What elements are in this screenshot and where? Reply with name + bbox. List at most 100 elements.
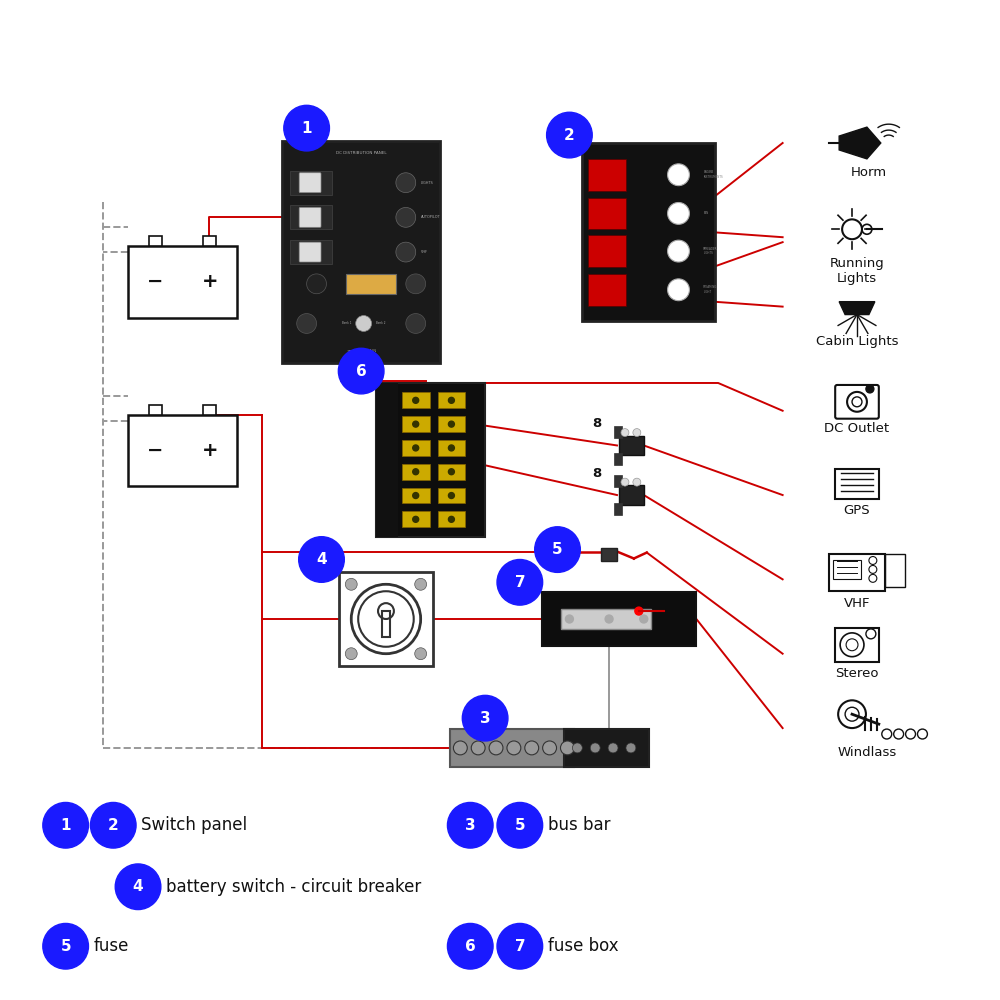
FancyBboxPatch shape [128, 415, 237, 486]
Circle shape [497, 802, 543, 848]
FancyBboxPatch shape [376, 383, 398, 537]
FancyBboxPatch shape [402, 511, 430, 527]
Text: GPS: GPS [844, 504, 870, 517]
Text: 5: 5 [515, 818, 525, 833]
Circle shape [447, 802, 493, 848]
Circle shape [633, 429, 641, 437]
FancyBboxPatch shape [149, 405, 162, 415]
FancyBboxPatch shape [588, 235, 626, 267]
Circle shape [43, 923, 88, 969]
Text: 2: 2 [564, 128, 575, 143]
FancyBboxPatch shape [438, 416, 465, 432]
FancyBboxPatch shape [402, 440, 430, 456]
Circle shape [547, 112, 592, 158]
Circle shape [448, 445, 454, 451]
Text: Bank 2: Bank 2 [376, 321, 386, 325]
Text: 5: 5 [552, 542, 563, 557]
FancyBboxPatch shape [619, 485, 644, 505]
Circle shape [396, 173, 416, 193]
Text: −: − [147, 272, 164, 291]
Text: SPREADER
LIGHTS: SPREADER LIGHTS [703, 247, 718, 255]
Circle shape [90, 802, 136, 848]
Text: 7: 7 [515, 575, 525, 590]
Circle shape [866, 385, 874, 393]
FancyBboxPatch shape [290, 240, 332, 264]
Circle shape [338, 348, 384, 394]
Circle shape [297, 314, 317, 333]
FancyBboxPatch shape [203, 236, 216, 246]
Text: 8: 8 [593, 417, 602, 430]
Circle shape [507, 741, 521, 755]
FancyBboxPatch shape [588, 159, 626, 191]
Text: Cabin Lights: Cabin Lights [816, 335, 898, 348]
FancyBboxPatch shape [339, 572, 433, 666]
FancyBboxPatch shape [299, 173, 321, 193]
Circle shape [284, 105, 329, 151]
FancyBboxPatch shape [582, 143, 715, 321]
FancyBboxPatch shape [619, 436, 644, 455]
Circle shape [471, 741, 485, 755]
FancyBboxPatch shape [402, 416, 430, 432]
FancyBboxPatch shape [290, 171, 332, 195]
Text: 4: 4 [316, 552, 327, 567]
Polygon shape [839, 127, 881, 159]
Circle shape [633, 478, 641, 486]
FancyBboxPatch shape [564, 729, 649, 767]
Text: VHF: VHF [421, 250, 428, 254]
Text: AUTOPILOT: AUTOPILOT [421, 215, 440, 219]
Text: +: + [202, 441, 218, 460]
FancyBboxPatch shape [402, 488, 430, 503]
FancyBboxPatch shape [402, 464, 430, 480]
FancyBboxPatch shape [402, 392, 430, 408]
Text: Windlass: Windlass [837, 746, 897, 759]
Text: 1: 1 [60, 818, 71, 833]
FancyBboxPatch shape [376, 383, 485, 537]
Circle shape [668, 240, 689, 262]
Text: STEAMING
LIGHT: STEAMING LIGHT [703, 285, 718, 294]
Circle shape [462, 695, 508, 741]
Circle shape [497, 559, 543, 605]
Text: ENGINE
INSTRUMENTS: ENGINE INSTRUMENTS [703, 170, 723, 179]
Circle shape [299, 537, 344, 582]
FancyBboxPatch shape [450, 729, 574, 767]
FancyBboxPatch shape [614, 503, 622, 515]
Circle shape [413, 493, 419, 499]
Text: fuse box: fuse box [548, 937, 618, 955]
Circle shape [448, 516, 454, 522]
Text: DC Outlet: DC Outlet [824, 422, 890, 435]
Text: ◄► YPR BRAIN: ◄► YPR BRAIN [347, 349, 376, 353]
FancyBboxPatch shape [438, 392, 465, 408]
FancyBboxPatch shape [346, 274, 396, 294]
Circle shape [560, 741, 574, 755]
Text: 8: 8 [593, 467, 602, 480]
FancyBboxPatch shape [588, 198, 626, 229]
FancyBboxPatch shape [290, 205, 332, 229]
FancyBboxPatch shape [299, 242, 321, 262]
Circle shape [668, 202, 689, 224]
Text: Stereo: Stereo [835, 667, 879, 680]
Circle shape [605, 615, 613, 623]
Circle shape [307, 274, 326, 294]
FancyBboxPatch shape [614, 475, 622, 487]
Text: 4: 4 [133, 879, 143, 894]
Circle shape [415, 648, 427, 660]
Text: FAN: FAN [703, 211, 708, 215]
Circle shape [43, 802, 88, 848]
FancyBboxPatch shape [299, 207, 321, 227]
Circle shape [396, 207, 416, 227]
FancyBboxPatch shape [149, 236, 162, 246]
Text: DC DISTRIBUTION PANEL: DC DISTRIBUTION PANEL [336, 151, 386, 155]
Text: bus bar: bus bar [548, 816, 610, 834]
Circle shape [640, 615, 648, 623]
Text: Running
Lights: Running Lights [830, 257, 884, 285]
Circle shape [115, 864, 161, 910]
Polygon shape [839, 302, 875, 315]
Circle shape [413, 397, 419, 403]
FancyBboxPatch shape [614, 426, 622, 438]
Text: 3: 3 [465, 818, 476, 833]
Circle shape [448, 397, 454, 403]
Circle shape [626, 743, 636, 753]
Circle shape [572, 743, 582, 753]
Circle shape [635, 607, 643, 615]
Circle shape [413, 516, 419, 522]
